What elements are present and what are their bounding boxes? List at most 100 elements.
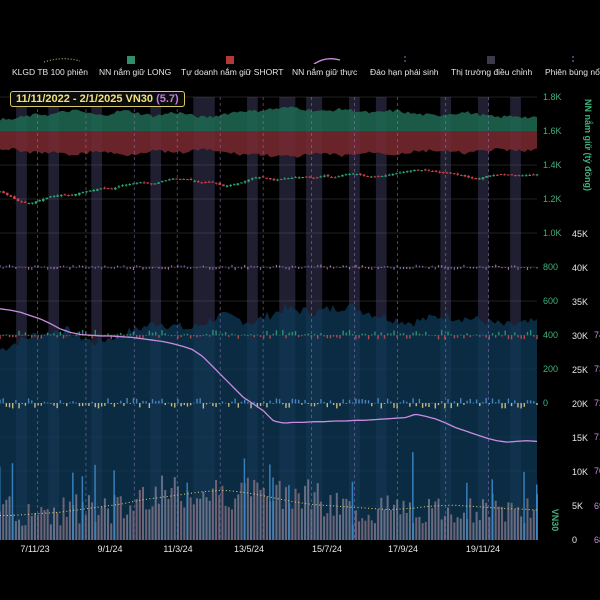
flow-bar	[177, 399, 179, 404]
candle-body	[467, 175, 470, 178]
flow-bar-top	[323, 266, 325, 268]
candle-body	[204, 182, 207, 184]
flow-bar-mid	[536, 335, 538, 340]
flow-bar	[485, 397, 487, 404]
flow-bar-mid	[75, 335, 77, 336]
volume-bar	[510, 502, 513, 540]
flow-bar-mid	[46, 333, 49, 336]
flow-bar-mid	[24, 332, 27, 336]
legend-correction: Thị trường điều chỉnh	[451, 56, 532, 77]
flow-bar	[472, 402, 475, 404]
flow-bar	[209, 402, 211, 404]
candle-body	[164, 180, 168, 182]
volume-bar	[122, 518, 125, 540]
flow-bar-mid	[469, 335, 471, 338]
flow-bar	[120, 400, 122, 404]
volume-bar	[304, 485, 307, 540]
price-candles	[0, 168, 539, 205]
flow-bar	[437, 403, 440, 406]
flow-bar	[313, 403, 316, 407]
flow-bar	[180, 403, 182, 407]
flow-bar	[218, 403, 220, 404]
candle-body	[85, 191, 88, 193]
flow-bar	[94, 403, 97, 408]
flow-bar-mid	[266, 330, 268, 336]
candle-body	[132, 183, 135, 185]
flow-bar-top	[113, 267, 115, 270]
flow-bar-top	[472, 267, 475, 269]
candle-body	[23, 201, 27, 203]
flow-bar-mid	[278, 335, 281, 336]
volume-bar	[176, 486, 179, 540]
candle-body	[41, 198, 45, 201]
flow-bar-top	[482, 267, 484, 268]
candle-body	[488, 175, 492, 177]
volume-bar	[329, 495, 332, 540]
flow-bar-mid	[151, 332, 154, 336]
volume-bar	[65, 516, 68, 540]
candle-body	[398, 172, 402, 174]
flow-bar-mid	[81, 329, 84, 336]
flow-bar-top	[126, 267, 128, 270]
volume-bar	[529, 517, 532, 540]
flow-bar-mid	[453, 335, 456, 339]
flow-bar	[297, 399, 300, 404]
flow-bar-mid	[129, 334, 131, 336]
flow-bar-mid	[59, 331, 62, 336]
flow-bar-top	[218, 267, 220, 270]
flow-bar-top	[2, 267, 4, 269]
flow-bar-top	[215, 267, 217, 270]
volume-bar	[40, 507, 43, 540]
flow-bar-mid	[15, 335, 17, 338]
flow-bar	[291, 398, 294, 404]
flow-bar-mid	[332, 335, 335, 337]
volume-bar	[513, 509, 516, 540]
volume-bar	[208, 500, 211, 540]
flow-bar	[78, 403, 81, 407]
volume-bar	[443, 515, 446, 540]
legend-ma100: KLGD TB 100 phiên	[12, 58, 88, 77]
flow-bar-top	[78, 265, 81, 268]
flow-bar-mid	[177, 335, 179, 339]
flow-bar-mid	[148, 330, 151, 336]
flow-bar-mid	[402, 333, 405, 336]
flow-bar	[390, 401, 392, 404]
flow-bar-mid	[390, 333, 392, 336]
candle-body	[45, 197, 49, 200]
flow-bar	[253, 401, 255, 404]
flow-bar-top	[62, 265, 65, 268]
flow-bar-mid	[428, 335, 430, 336]
volume-bar	[431, 508, 434, 540]
flow-bar	[479, 403, 481, 407]
flow-bar-mid	[425, 331, 427, 336]
flow-bar	[196, 398, 198, 404]
flow-bar-mid	[431, 334, 433, 336]
flow-bar-mid	[529, 330, 532, 336]
flow-bar	[104, 403, 106, 406]
volume-bar	[345, 498, 348, 540]
volume-spike	[72, 472, 74, 540]
candle-body	[377, 176, 380, 178]
period-symbol: VN30	[125, 93, 154, 105]
candle-body	[409, 170, 413, 172]
x-tick-label: 15/7/24	[312, 544, 342, 554]
flow-bar-mid	[326, 335, 328, 339]
candle-body	[269, 178, 272, 180]
candle-body	[254, 177, 258, 179]
flow-bar-mid	[253, 335, 255, 338]
flow-bar-top	[180, 265, 182, 268]
flow-bar-mid	[21, 335, 23, 336]
flow-bar-mid	[393, 330, 395, 336]
flow-bar-mid	[50, 334, 52, 336]
volume-tick-label: 20K	[572, 399, 588, 409]
flow-bar-mid	[386, 333, 389, 336]
legend-td-short: Tự doanh nắm giữ SHORT	[181, 56, 283, 77]
flow-bar	[205, 403, 208, 405]
flow-bar	[75, 402, 77, 404]
flow-bar-mid	[482, 334, 484, 336]
flow-bar-mid	[221, 333, 224, 336]
volume-tick-label: 10K	[572, 467, 588, 477]
flow-bar-top	[145, 267, 147, 270]
candle-body	[121, 185, 124, 187]
right-axis-title: NN nắm giữ (tỷ đồng)	[583, 99, 594, 191]
